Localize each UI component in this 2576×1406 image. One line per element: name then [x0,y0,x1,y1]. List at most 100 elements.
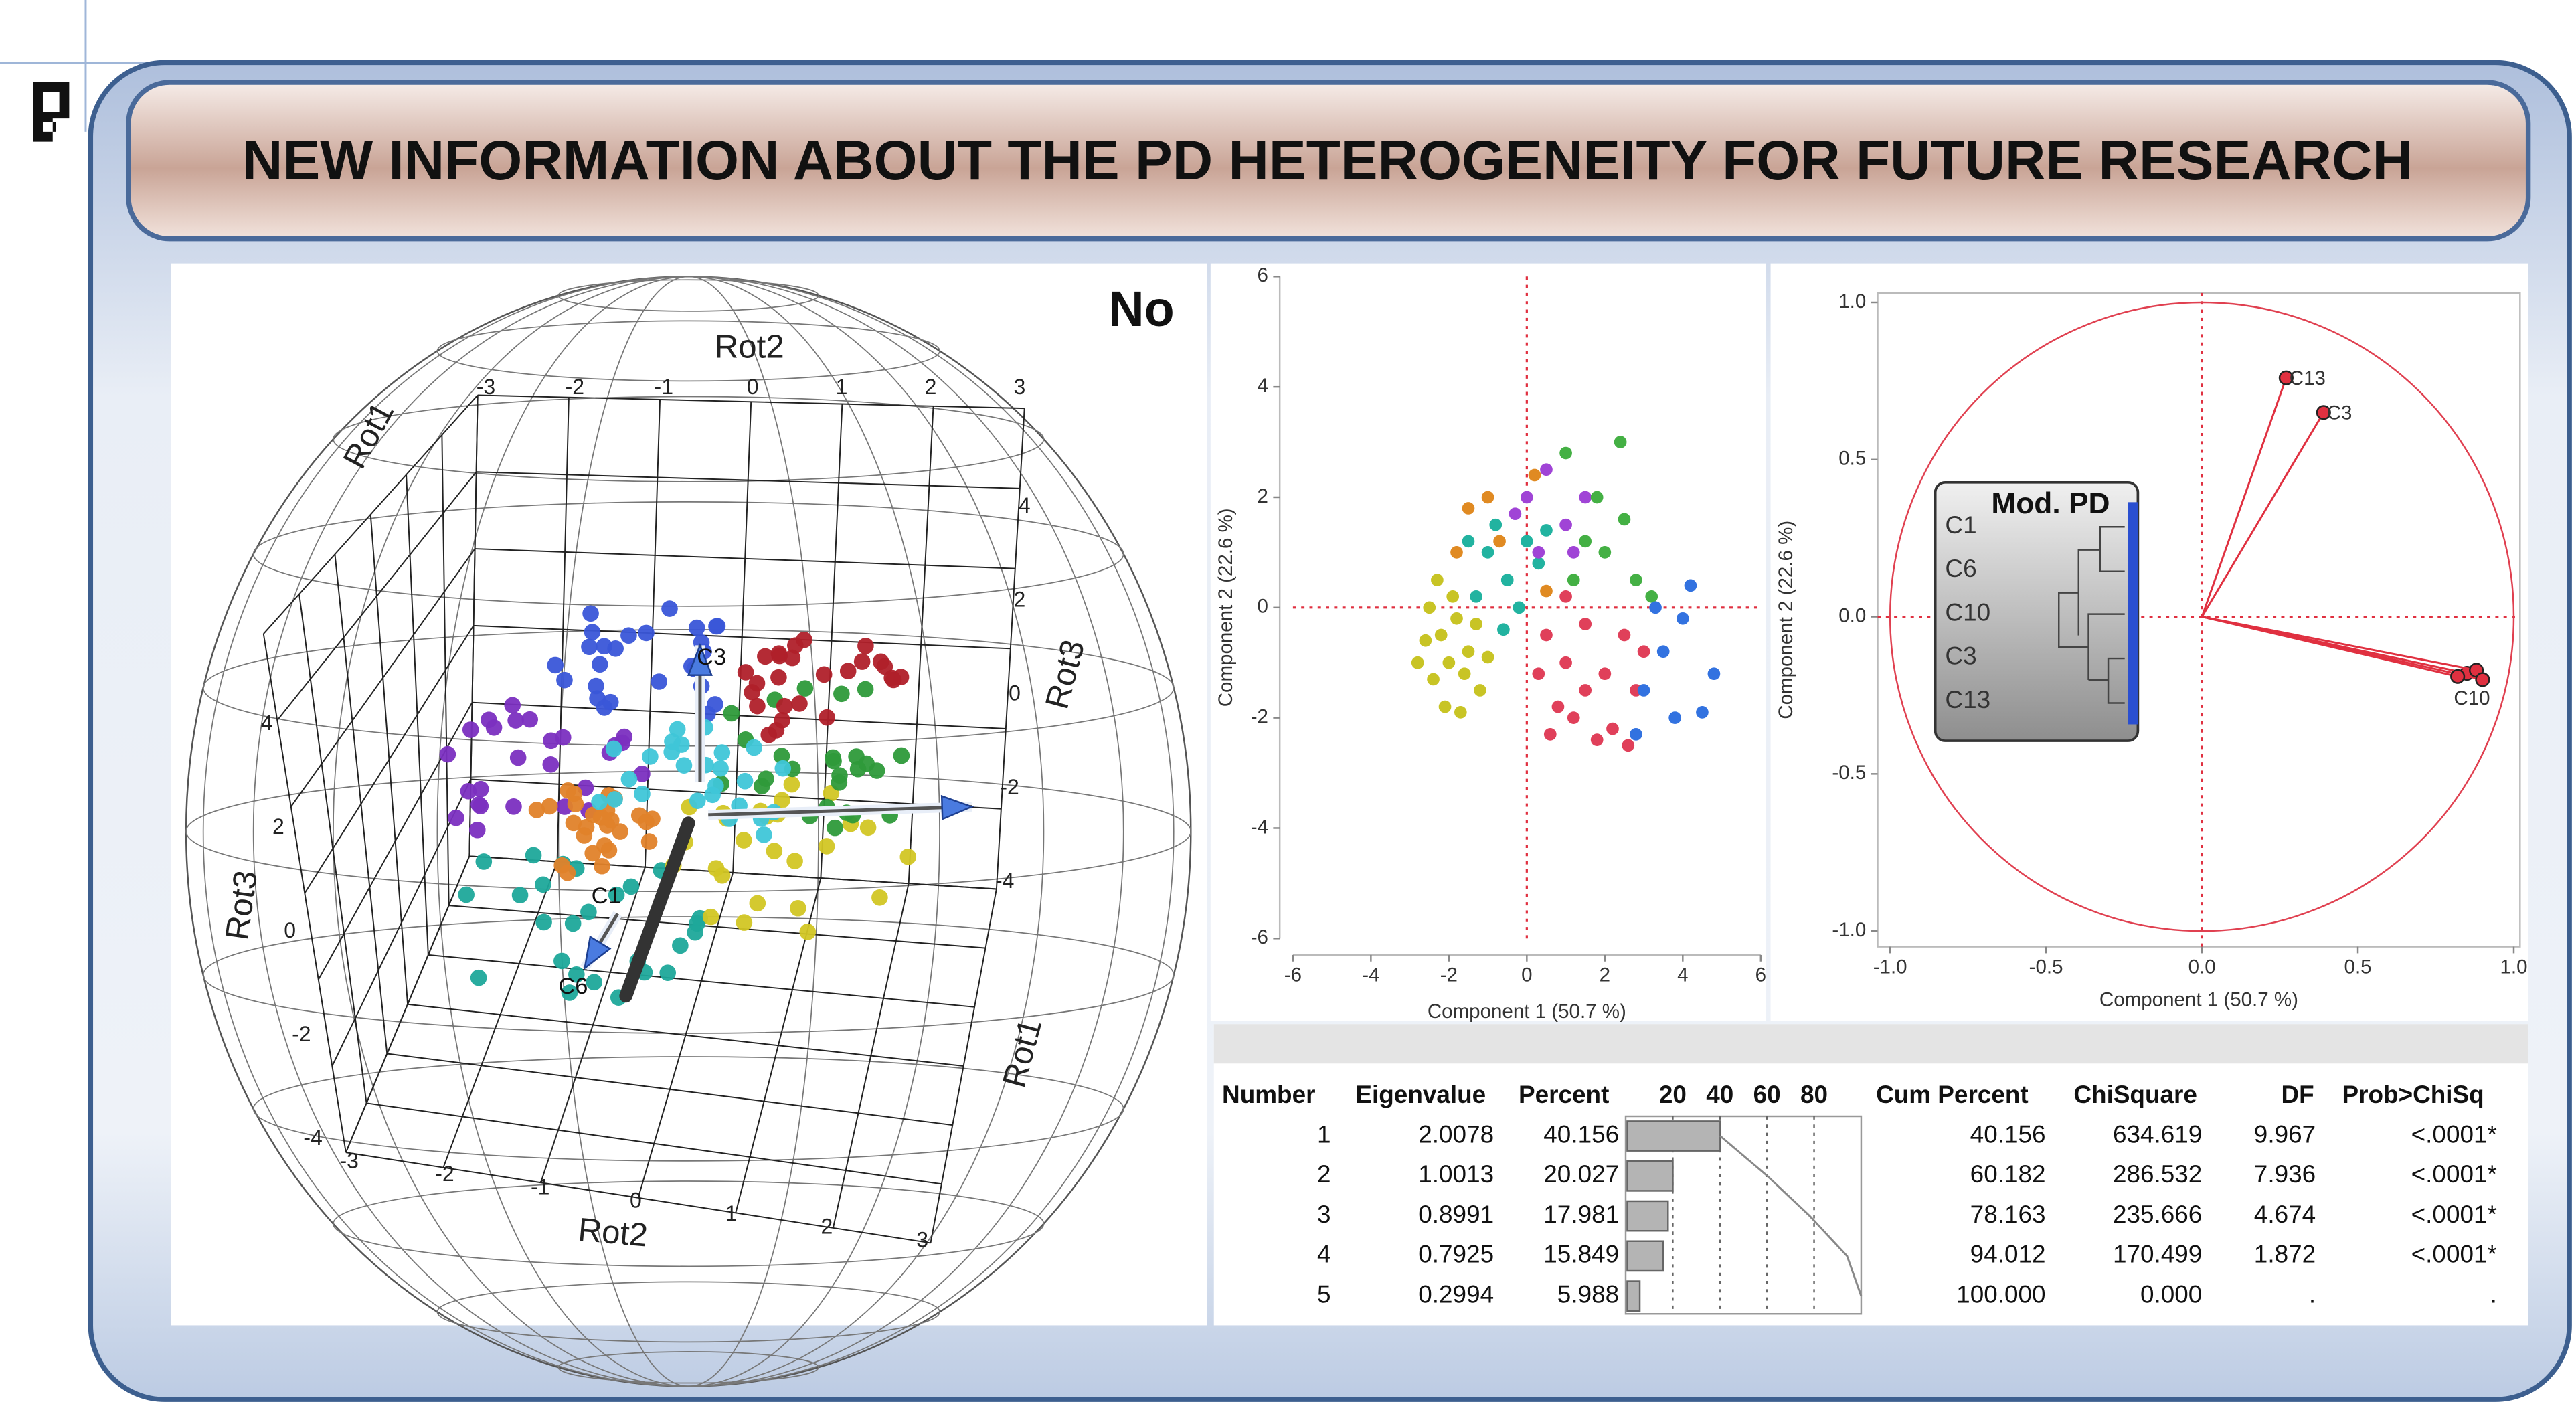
decor-dot [505,798,522,815]
point [1551,700,1565,713]
decor-dot [605,740,622,758]
decor-dot [541,798,558,815]
vector-label: C1 [592,883,621,909]
decor-dot [472,798,489,814]
rotation-tick-label: 2 [925,375,937,399]
plot-frame [1877,292,2521,948]
rotation-tick-label: -4 [995,869,1014,893]
point [1567,546,1580,559]
vector-head [583,935,612,970]
x-tick-label: -4 [1362,964,1379,986]
table-cell: 0.7925 [1418,1241,1494,1268]
percent-bar [1626,1280,1641,1312]
x-tick-label: 0.0 [2188,956,2216,978]
point [1481,546,1494,559]
point [1598,667,1612,681]
decor-dot [713,867,731,884]
percent-bar [1626,1240,1664,1272]
point [1489,518,1502,531]
vector-head [687,642,713,676]
sphere-parallel [557,279,819,312]
inset: Mod. PD C1 C6 C10 C3 C13 [1934,480,2140,742]
decor-dot [899,849,917,865]
point [1458,667,1471,681]
sphere-parallel [436,1281,940,1343]
point [1450,612,1463,625]
decor-dot [815,666,833,683]
table-cell: 9.967 [2254,1120,2316,1148]
decor-dot [607,640,624,657]
x-tick-label: 0 [1521,964,1532,986]
decor-dot [468,821,486,839]
percent-bar [1626,1160,1674,1192]
y-tick-label: 1.0 [1838,290,1866,313]
decor-dot [472,780,489,798]
point [1559,656,1572,669]
table-cell: 634.619 [2113,1120,2202,1148]
x-tick-label: 2 [1600,964,1610,986]
rotation-tick-label: -4 [303,1126,322,1150]
decor-dot [638,624,655,642]
decor-dot [757,648,774,665]
point [1470,590,1482,603]
loading-panel [1770,263,2528,1021]
decor-dot [564,915,582,932]
dendrogram [2058,526,2125,704]
scatter-panel [1210,263,1766,1021]
vector-label: C6 [558,974,588,999]
decor-dot [620,770,638,788]
column-header: Prob>ChiSq [2342,1081,2484,1108]
decor-dot [507,712,524,729]
table-cell: 60.182 [1970,1160,2046,1188]
table-cell: . [2309,1280,2316,1308]
table-toolbar [1213,1024,2528,1064]
decor-dot [776,697,793,715]
sphere-parallel [252,501,1124,607]
rotation-tick-label: 0 [630,1188,642,1212]
decor-dot [712,760,729,777]
table-cell: <.0001* [2411,1120,2497,1148]
rotation-tick-label: -2 [292,1022,311,1046]
decor-dot [774,760,792,777]
decor-dot [848,748,865,765]
rotation-label: No [1108,281,1174,337]
point [1520,491,1533,504]
decor-dot [528,802,545,818]
decor-dot [664,733,681,750]
point [1442,656,1456,669]
table-cell: 78.163 [1970,1201,2046,1228]
point [1481,491,1494,504]
vector-arrow [708,805,972,817]
percent-bar [1626,1120,1721,1152]
rotation-tick-label: 4 [261,711,273,735]
y-tick-label: 2 [1258,485,1268,507]
table-cell: 2 [1317,1160,1331,1188]
decor-dot [462,721,479,738]
decor-dot [672,937,689,954]
x-axis-label: Component 1 (50.7 %) [2099,989,2298,1011]
table-cell: 17.981 [1543,1201,1619,1228]
inset-label: C3 [1945,642,1976,670]
decor-dot [784,649,801,667]
eigen-table: Number Eigenvalue Percent Cum Percent ChiSqu… [1222,1081,2497,1315]
decor-dot [825,749,841,766]
x-tick-label: -1.0 [1873,956,1907,978]
box-grid [468,395,479,857]
inset-label: C13 [1945,686,1990,713]
column-header: ChiSquare [2073,1081,2197,1108]
loading-point [2316,405,2331,420]
bar-tick-label: 40 [1706,1081,1733,1108]
point [1630,728,1642,741]
point [1427,673,1440,686]
table-cell: 235.666 [2113,1201,2202,1228]
decor-dot [565,814,582,832]
decor-dot [439,745,456,763]
sphere-parallel [252,1056,1124,1162]
point [1454,706,1467,719]
decor-dot [872,653,889,671]
decor-dot [568,966,585,983]
decor-dot [634,786,651,802]
x-tick-label: 4 [1677,964,1688,986]
decor-dot [640,833,658,850]
